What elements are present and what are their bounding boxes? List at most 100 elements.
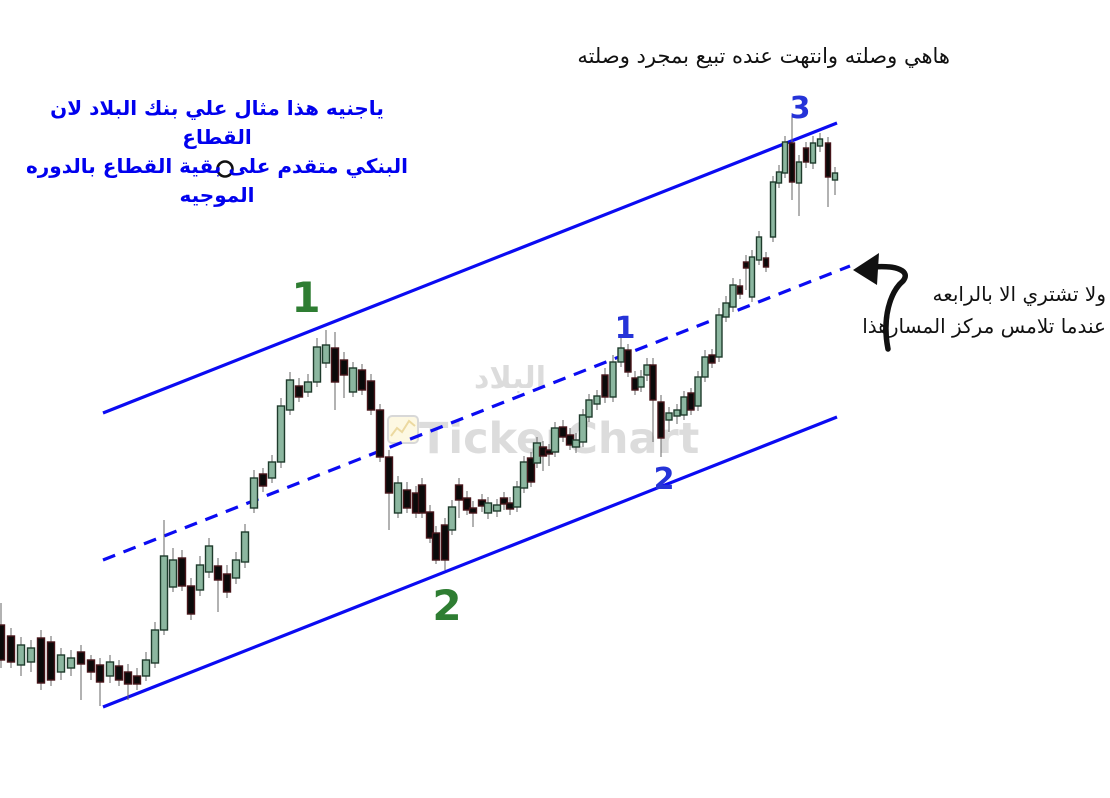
- candle-body: [643, 364, 651, 376]
- candle-body: [526, 457, 536, 483]
- candle-body: [294, 385, 304, 398]
- candle-body: [6, 635, 16, 663]
- wave-label-green-1: 1: [291, 273, 320, 322]
- candle-body: [431, 532, 441, 561]
- annotation-buy-note: ولا تشتري الا بالرابعه عندما تلامس مركز …: [862, 278, 1106, 342]
- candle-body: [76, 651, 86, 665]
- candle-body: [321, 344, 331, 364]
- candle-body: [701, 356, 709, 378]
- candle-body: [56, 654, 66, 673]
- candle-body: [66, 657, 76, 669]
- candle-body: [132, 675, 142, 685]
- candle-body: [330, 347, 340, 383]
- candle-body: [631, 377, 639, 391]
- candle-body: [26, 647, 36, 663]
- candle-body: [824, 142, 832, 178]
- candle-body: [624, 349, 632, 373]
- hand-arrow: [869, 263, 908, 352]
- candle-body: [249, 477, 259, 509]
- candle-body: [657, 401, 665, 439]
- candle-body: [571, 439, 581, 448]
- candle-body: [393, 482, 403, 514]
- candle-body: [0, 624, 6, 661]
- candle-body: [105, 661, 115, 677]
- wave-label-blue-1: 1: [615, 311, 636, 346]
- candle-body: [231, 559, 241, 579]
- candle-body: [578, 414, 588, 443]
- entry-circle-marker: [216, 160, 234, 178]
- candle-body: [694, 376, 702, 407]
- candle-body: [609, 361, 617, 398]
- candle-body: [95, 664, 105, 683]
- candle-body: [775, 171, 783, 184]
- candle-body: [204, 545, 214, 573]
- candle-body: [168, 559, 178, 588]
- candle-body: [36, 637, 46, 684]
- candle-body: [788, 142, 796, 183]
- candle-body: [258, 473, 268, 487]
- candle-body: [492, 504, 502, 512]
- candle-body: [440, 524, 450, 561]
- candle-body: [558, 426, 568, 438]
- candle-body: [114, 665, 124, 681]
- candle-body: [715, 314, 723, 358]
- wave-label-blue-3: 3: [790, 91, 811, 126]
- candle-body: [708, 354, 716, 364]
- candle-body: [375, 409, 385, 458]
- candle-body: [141, 659, 151, 677]
- wave-label-blue-2: 2: [654, 462, 675, 497]
- candle-body: [16, 644, 26, 666]
- candle-body: [809, 142, 817, 164]
- candle-body: [802, 147, 810, 163]
- candle-body: [722, 302, 730, 318]
- candle-body: [348, 367, 358, 393]
- candle-body: [742, 261, 750, 269]
- candle-body: [186, 585, 196, 615]
- candle-body: [285, 379, 295, 411]
- candle-body: [729, 284, 737, 308]
- candle-body: [447, 506, 457, 531]
- candle-body: [425, 511, 435, 539]
- candle-body: [585, 399, 593, 418]
- candle-body: [505, 502, 515, 510]
- annotation-sell-note: هاهي وصلته وانتهت عنده تبيع بمجرد وصلته: [577, 44, 950, 68]
- candle-body: [454, 484, 464, 501]
- channel-upper-line: [102, 121, 838, 415]
- candle-body: [673, 409, 681, 417]
- candle-body: [512, 486, 522, 508]
- candle-body: [593, 395, 601, 405]
- candle-body: [687, 392, 695, 411]
- candle-body: [831, 172, 839, 181]
- hand-arrow-head: [853, 253, 879, 285]
- channel-lower-line: [102, 415, 838, 709]
- candle-body: [483, 502, 493, 514]
- channel-middle-dashed-line: [102, 264, 851, 562]
- candle-body: [240, 531, 250, 563]
- candle-body: [468, 507, 478, 514]
- candle-body: [755, 236, 763, 261]
- candle-body: [213, 565, 223, 581]
- candle-body: [637, 376, 645, 388]
- candle-body: [357, 369, 367, 391]
- candle-body: [601, 374, 609, 398]
- candle-body: [499, 497, 509, 505]
- candle-body: [462, 497, 472, 511]
- candle-body: [276, 405, 286, 463]
- candle-body: [680, 396, 688, 416]
- candle-body: [617, 347, 625, 363]
- candle-body: [649, 364, 657, 401]
- candle-body: [159, 555, 169, 631]
- candle-body: [177, 557, 187, 587]
- candle-body: [150, 629, 160, 664]
- candle-body: [222, 573, 232, 593]
- candle-body: [748, 256, 756, 298]
- annotation-sector-note-line2: البنكي متقدم على بقية القطاع بالدوره الم…: [25, 154, 409, 207]
- candle-body: [303, 381, 313, 393]
- candle-body: [86, 659, 96, 673]
- candle-body: [195, 564, 205, 591]
- annotation-buy-note-line1: ولا تشتري الا بالرابعه: [932, 282, 1106, 306]
- annotation-sector-note-line1: ياجنيه هذا مثال علي بنك البلاد لان القطا…: [50, 96, 384, 149]
- candle-body: [781, 141, 789, 174]
